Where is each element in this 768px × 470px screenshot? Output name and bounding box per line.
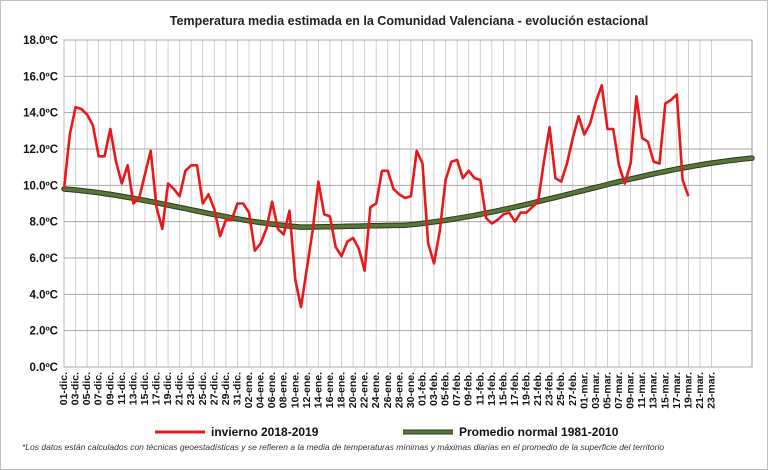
y-tick-label: 0.0ºC — [30, 362, 59, 374]
y-tick-label: 14.0ºC — [23, 108, 58, 120]
x-tick-label: 09-mar. — [625, 372, 637, 409]
x-tick-label: 22-ene. — [359, 372, 371, 408]
x-tick-label: 03-mar. — [590, 372, 602, 409]
normal-average-line — [62, 156, 754, 229]
x-tick-label: 03-dic. — [70, 372, 82, 405]
x-tick-label: 19-feb. — [521, 372, 533, 406]
x-tick-label: 13-mar. — [648, 372, 660, 409]
horizontal-gridlines — [64, 39, 752, 368]
x-tick-label: 04-ene. — [255, 372, 267, 408]
x-tick-label: 07-feb. — [451, 372, 463, 406]
x-tick-label: 10-ene. — [289, 372, 301, 408]
y-tick-label: 4.0ºC — [30, 289, 59, 301]
x-tick-label: 11-dic. — [116, 372, 128, 405]
x-tick-label: 23-dic. — [185, 372, 197, 405]
x-tick-label: 19-mar. — [682, 372, 694, 409]
x-tick-label: 15-mar. — [659, 372, 671, 409]
x-tick-label: 13-feb. — [486, 372, 498, 406]
x-tick-label: 14-ene. — [312, 372, 324, 408]
x-tick-label: 15-dic. — [139, 372, 151, 405]
x-tick-label: 19-dic. — [162, 372, 174, 405]
y-tick-label: 8.0ºC — [30, 217, 59, 229]
winter-2018-2019-line — [62, 84, 690, 309]
x-tick-label: 23-feb. — [544, 372, 556, 406]
x-tick-label: 13-dic. — [127, 372, 139, 405]
y-tick-label: 18.0ºC — [23, 35, 58, 47]
x-tick-label: 17-feb. — [509, 372, 521, 406]
x-tick-label: 05-feb. — [440, 372, 452, 406]
x-tick-label: 21-feb. — [532, 372, 544, 406]
x-tick-label: 09-feb. — [463, 372, 475, 406]
y-tick-label: 12.0ºC — [23, 144, 58, 156]
x-tick-label: 15-feb. — [497, 372, 509, 406]
x-tick-label: 01-feb. — [416, 372, 428, 406]
x-tick-label: 16-ene. — [324, 372, 336, 408]
x-tick-label: 21-mar. — [694, 372, 706, 409]
x-tick-label: 31-dic. — [231, 372, 243, 405]
plot-area — [63, 39, 753, 368]
x-tick-label: 03-feb. — [428, 372, 440, 406]
chart-title: Temperatura media estimada en la Comunid… — [170, 14, 648, 28]
y-tick-label: 2.0ºC — [30, 326, 59, 338]
legend: invierno 2018-2019 Promedio normal 1981-2… — [155, 425, 619, 439]
y-tick-label: 10.0ºC — [23, 180, 58, 192]
x-tick-label: 11-mar. — [636, 372, 648, 408]
x-tick-label: 11-feb. — [474, 372, 486, 405]
x-tick-label: 21-dic. — [174, 372, 186, 405]
x-tick-label: 09-dic. — [104, 372, 116, 405]
legend-label-normal: Promedio normal 1981-2010 — [459, 425, 619, 439]
x-tick-label: 27-dic. — [208, 372, 220, 405]
x-tick-label: 06-ene. — [266, 372, 278, 408]
x-tick-label: 29-dic. — [220, 372, 232, 405]
x-tick-label: 27-feb. — [567, 372, 579, 406]
x-tick-label: 26-ene. — [382, 372, 394, 408]
x-tick-label: 07-dic. — [93, 372, 105, 405]
x-tick-label: 05-mar. — [601, 372, 613, 409]
x-tick-label: 01-dic. — [58, 372, 70, 405]
plot-background — [63, 39, 753, 368]
x-tick-label: 25-dic. — [197, 372, 209, 405]
x-tick-label: 23-mar. — [706, 372, 718, 409]
x-tick-label: 30-ene. — [405, 372, 417, 408]
y-tick-label: 16.0ºC — [23, 71, 58, 83]
x-tick-label: 05-dic. — [81, 372, 93, 405]
x-tick-label: 17-dic. — [151, 372, 163, 405]
x-tick-label: 28-ene. — [393, 372, 405, 408]
x-axis-tick-labels: 01-dic. 03-dic. 05-dic. 07-dic. 09-dic. 11-di… — [58, 372, 718, 409]
x-tick-label: 08-ene. — [278, 372, 290, 408]
x-tick-label: 18-ene. — [336, 372, 348, 408]
x-tick-label: 02-ene. — [243, 372, 255, 408]
series-layer — [61, 84, 755, 309]
footnote: *Los datos están calculados con técnicas… — [22, 442, 664, 452]
x-tick-label: 12-ene. — [301, 372, 313, 408]
legend-label-winter: invierno 2018-2019 — [211, 425, 319, 439]
y-axis-tick-labels: 0.0ºC 2.0ºC 4.0ºC 6.0ºC 8.0ºC 10.0ºC 12.0ºC 14.… — [23, 35, 58, 374]
x-tick-label: 20-ene. — [347, 372, 359, 408]
x-tick-label: 01-mar. — [578, 372, 590, 409]
y-tick-label: 6.0ºC — [30, 253, 59, 265]
x-tick-label: 24-ene. — [370, 372, 382, 408]
x-tick-label: 25-feb. — [555, 372, 567, 406]
x-tick-label: 07-mar. — [613, 372, 625, 409]
vertical-gridlines — [63, 40, 712, 367]
x-tick-label: 17-mar. — [671, 372, 683, 409]
